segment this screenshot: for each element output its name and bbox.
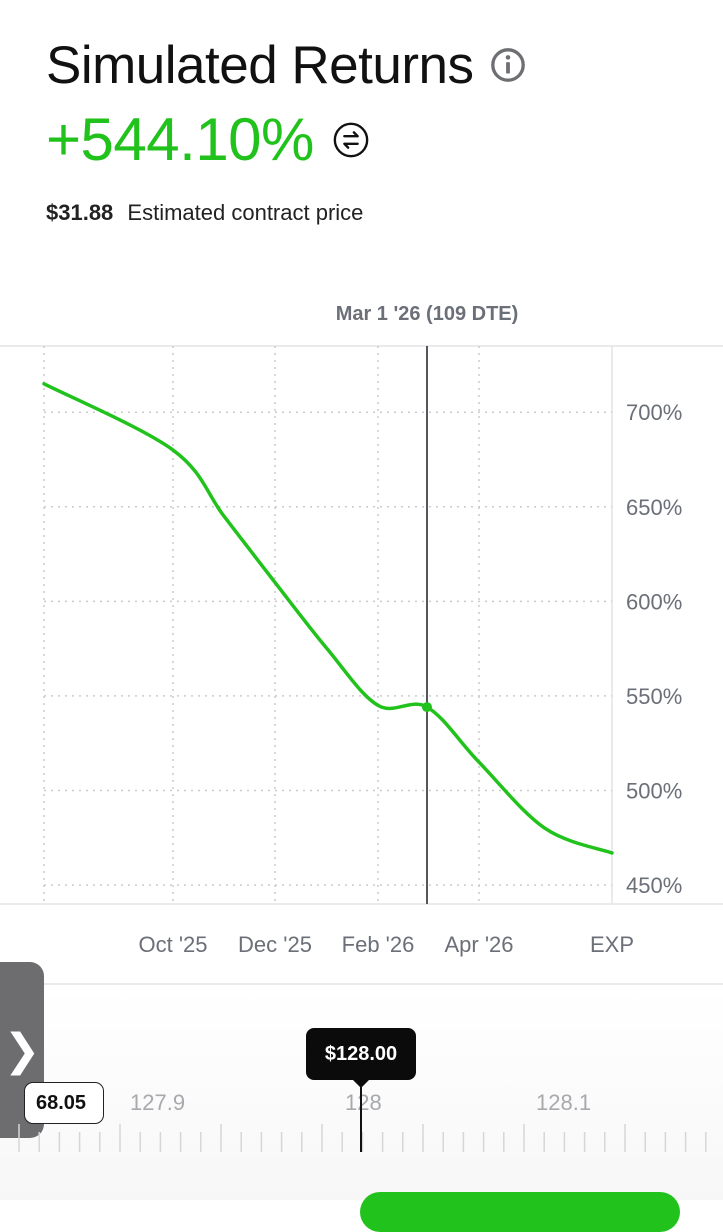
primary-action-button[interactable] — [360, 1192, 680, 1232]
info-icon[interactable] — [489, 46, 527, 84]
y-tick-label: 700% — [626, 400, 682, 425]
selected-price-chip[interactable]: $128.00 — [306, 1028, 416, 1088]
contract-price-row: $31.88 Estimated contract price — [46, 200, 703, 226]
chevron-right-icon: ❯ — [3, 1025, 41, 1075]
price-needle — [360, 1086, 362, 1152]
chart-grid — [43, 346, 612, 904]
y-tick-label: 600% — [626, 589, 682, 614]
x-tick-label: Apr '26 — [444, 932, 513, 957]
returns-chart-svg[interactable]: Mar 1 '26 (109 DTE) 450% 500% 550% 600% 650%… — [0, 286, 723, 986]
x-tick-label: Oct '25 — [138, 932, 207, 957]
returns-chart[interactable]: Mar 1 '26 (109 DTE) 450% 500% 550% 600% 650%… — [0, 286, 723, 986]
y-tick-label: 650% — [626, 495, 682, 520]
simulated-return-value: +544.10% — [46, 106, 314, 173]
return-series-line — [42, 382, 614, 855]
price-tick-label: 128.1 — [536, 1090, 592, 1115]
x-tick-label: Dec '25 — [238, 932, 312, 957]
selected-point[interactable] — [422, 702, 432, 713]
page-title: Simulated Returns — [46, 35, 474, 95]
current-price-value: 68.05 — [35, 1091, 87, 1114]
title-row: Simulated Returns — [46, 30, 703, 100]
y-tick-label: 500% — [626, 779, 682, 804]
return-row: +544.10% — [46, 108, 703, 172]
y-tick-label: 550% — [626, 684, 682, 709]
header: Simulated Returns +544.10% $31.88 Estima… — [46, 30, 703, 226]
contract-price: $31.88 — [46, 200, 114, 225]
x-axis: Oct '25 Dec '25 Feb '26 Apr '26 EXP — [138, 932, 634, 957]
contract-price-label: Estimated contract price — [127, 200, 364, 225]
current-price-chip[interactable]: 68.05 — [24, 1082, 104, 1124]
selected-date-label: Mar 1 '26 (109 DTE) — [336, 303, 519, 325]
y-axis: 450% 500% 550% 600% 650% 700% — [626, 400, 682, 898]
price-tick-label: 128 — [345, 1090, 382, 1115]
x-tick-label: Feb '26 — [342, 932, 415, 957]
price-ruler[interactable] — [0, 1124, 723, 1154]
swap-arrows-icon[interactable] — [332, 121, 370, 159]
price-tick-label: 127.9 — [130, 1090, 186, 1115]
x-tick-label: EXP — [590, 932, 634, 957]
y-tick-label: 450% — [626, 873, 682, 898]
